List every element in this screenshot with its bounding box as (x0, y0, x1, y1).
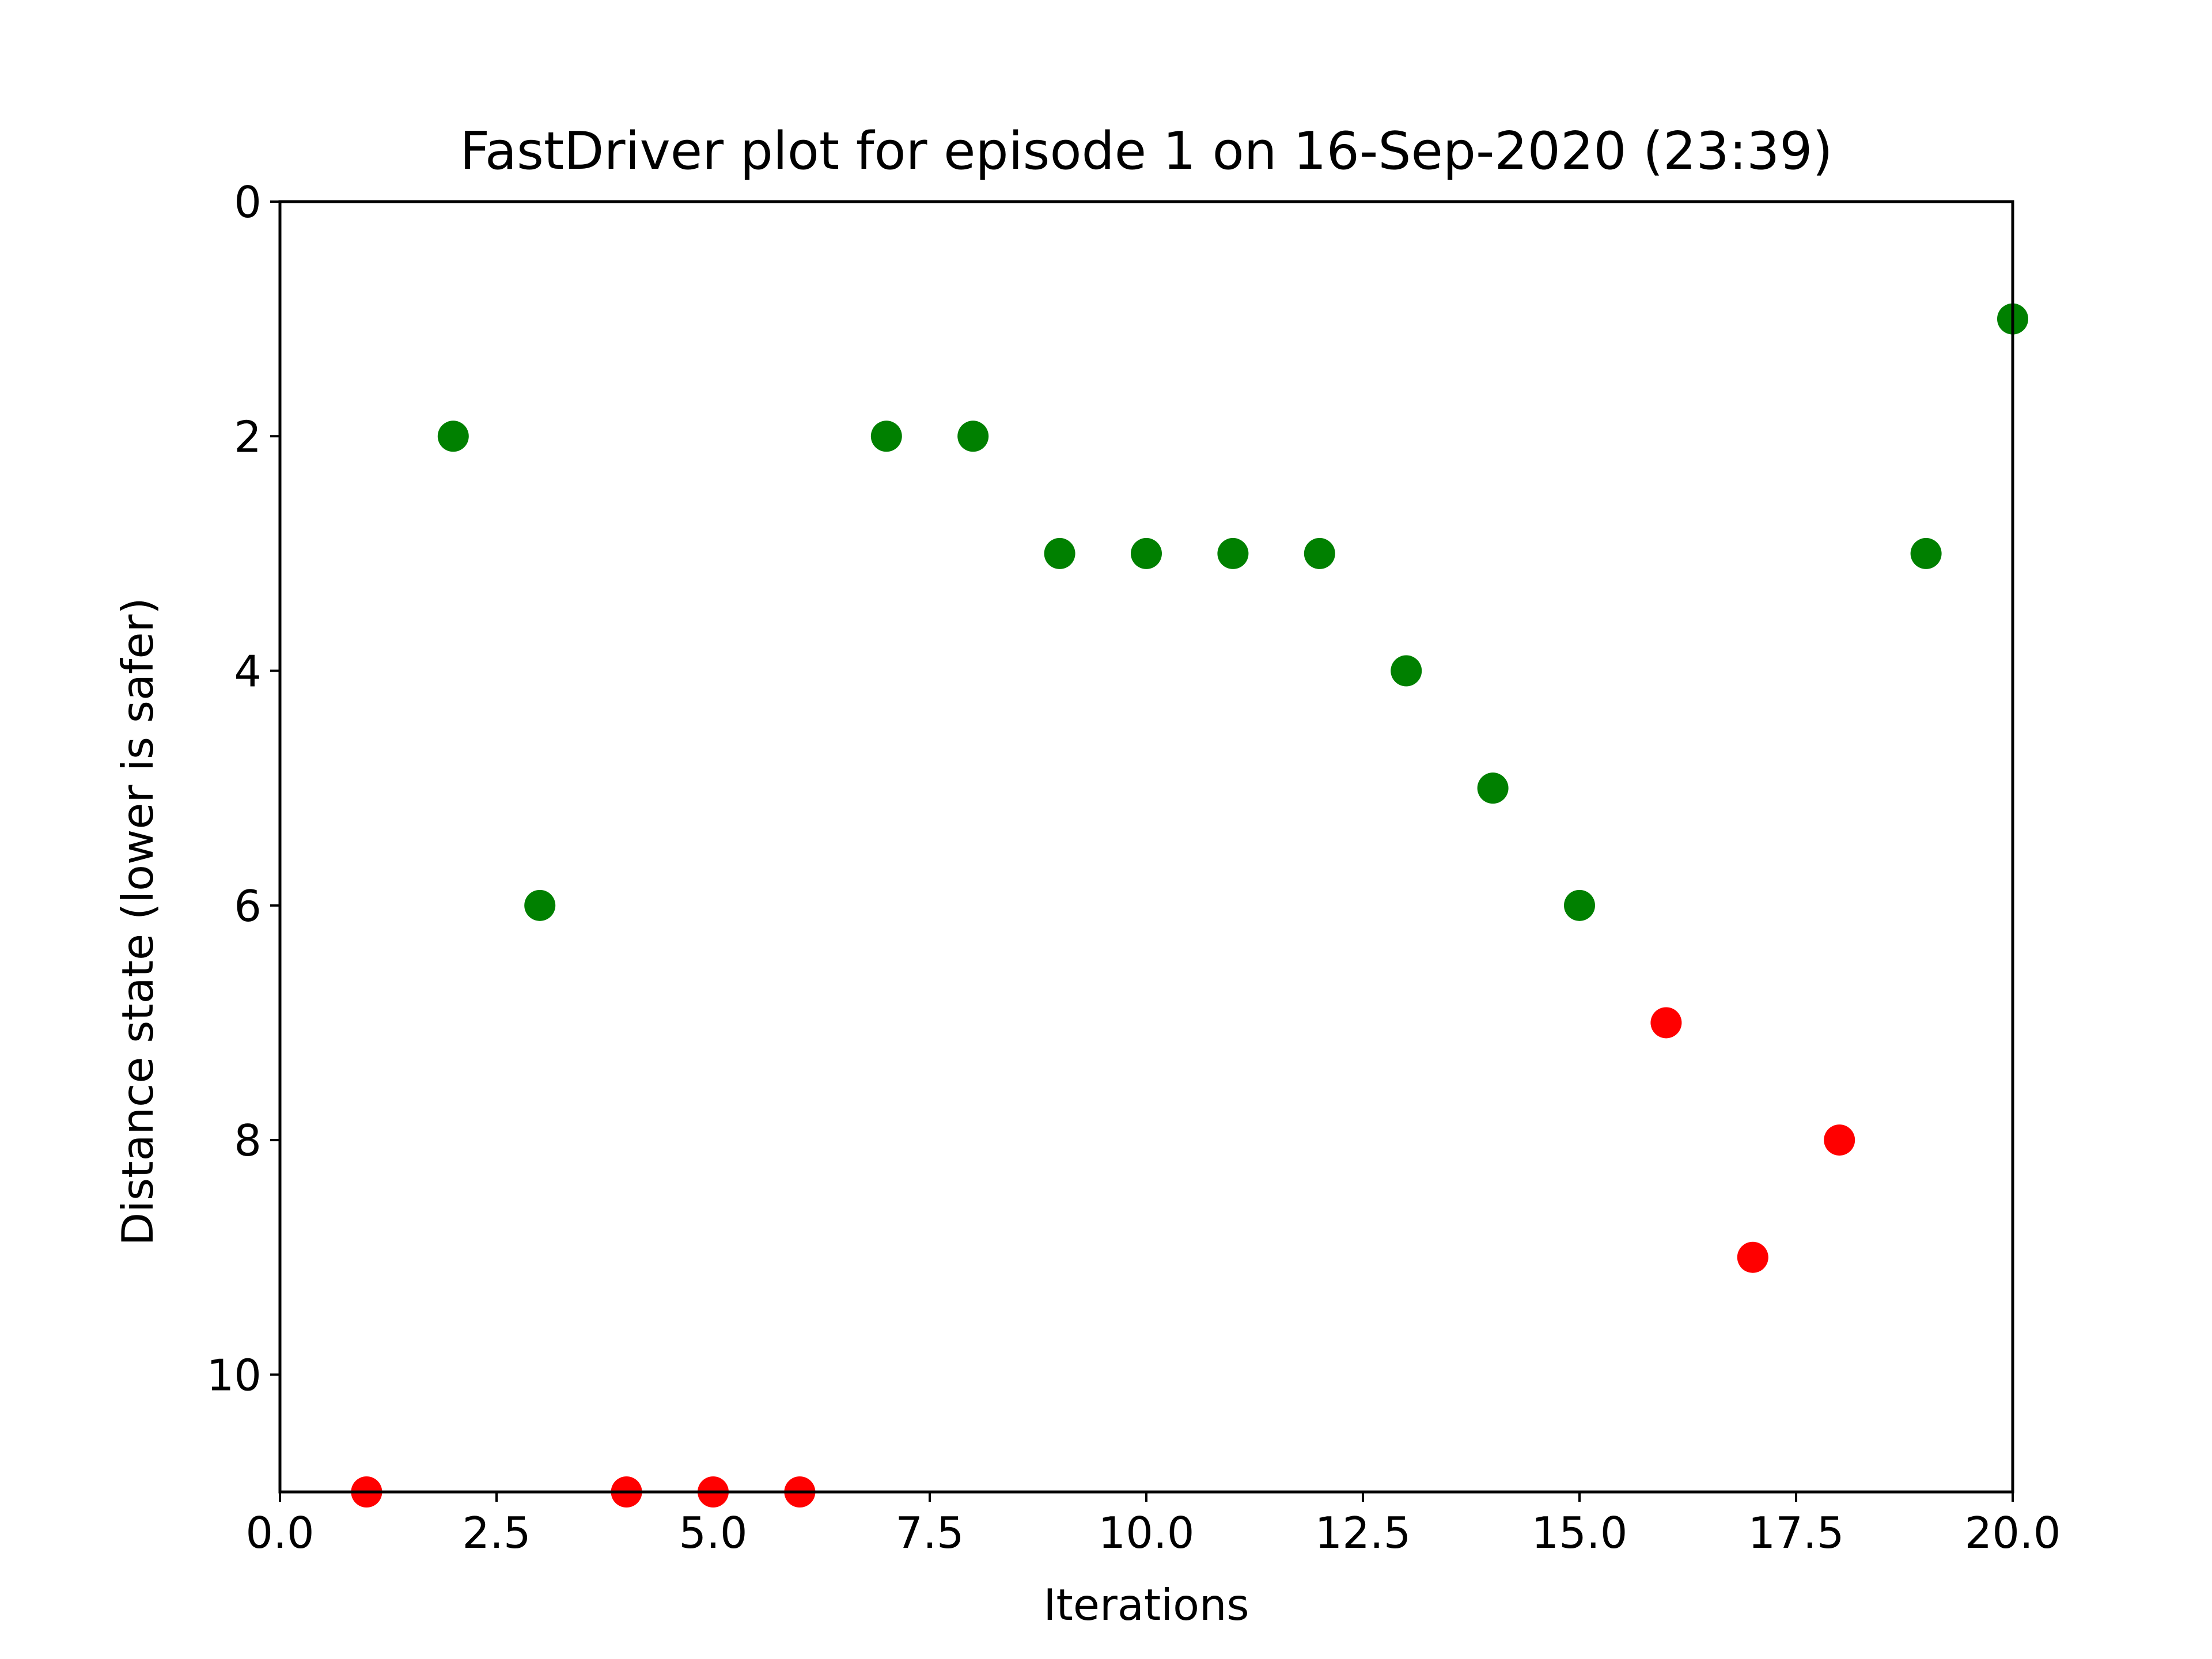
y-tick-label: 2 (234, 411, 262, 462)
x-tick-label: 7.5 (895, 1508, 964, 1558)
x-tick-label: 2.5 (462, 1508, 531, 1558)
x-tick-label: 12.5 (1315, 1508, 1411, 1558)
safe-point (1304, 537, 1335, 569)
x-tick-label: 20.0 (1965, 1508, 2061, 1558)
safe-point (1477, 772, 1509, 804)
data-points (351, 303, 2028, 1508)
x-tick-label: 15.0 (1532, 1508, 1628, 1558)
safe-point (437, 421, 469, 452)
x-tick-label: 17.5 (1748, 1508, 1844, 1558)
safe-point (1217, 537, 1249, 569)
safe-point (524, 889, 556, 921)
safe-point (1391, 655, 1422, 687)
y-axis-label: Distance state (lower is safer) (112, 597, 163, 1245)
unsafe-point (1650, 1007, 1682, 1039)
unsafe-point (1824, 1124, 1855, 1156)
x-tick-label: 10.0 (1099, 1508, 1195, 1558)
x-tick-label: 0.0 (245, 1508, 314, 1558)
y-tick-label: 0 (234, 177, 262, 228)
safe-point (870, 421, 902, 452)
y-tick-label: 10 (207, 1350, 262, 1400)
x-tick-label: 5.0 (679, 1508, 747, 1558)
plot-frame (278, 200, 2014, 1494)
chart-title: FastDriver plot for episode 1 on 16-Sep-… (460, 121, 1832, 181)
safe-point (1910, 537, 1942, 569)
safe-point (957, 421, 989, 452)
safe-point (1044, 537, 1075, 569)
y-tick-label: 8 (234, 1115, 262, 1166)
x-axis-label: Iterations (1043, 1580, 1249, 1630)
y-tick-label: 4 (234, 646, 262, 697)
y-tick-label: 6 (234, 881, 262, 931)
safe-point (1564, 889, 1595, 921)
axis-ticks: 0.0 2.5 5.0 7.5 10.0 12.5 15.0 17.5 20.0 0 2 4 6 8 10 (207, 177, 2061, 1558)
safe-point (1131, 537, 1162, 569)
unsafe-point (1737, 1241, 1768, 1273)
